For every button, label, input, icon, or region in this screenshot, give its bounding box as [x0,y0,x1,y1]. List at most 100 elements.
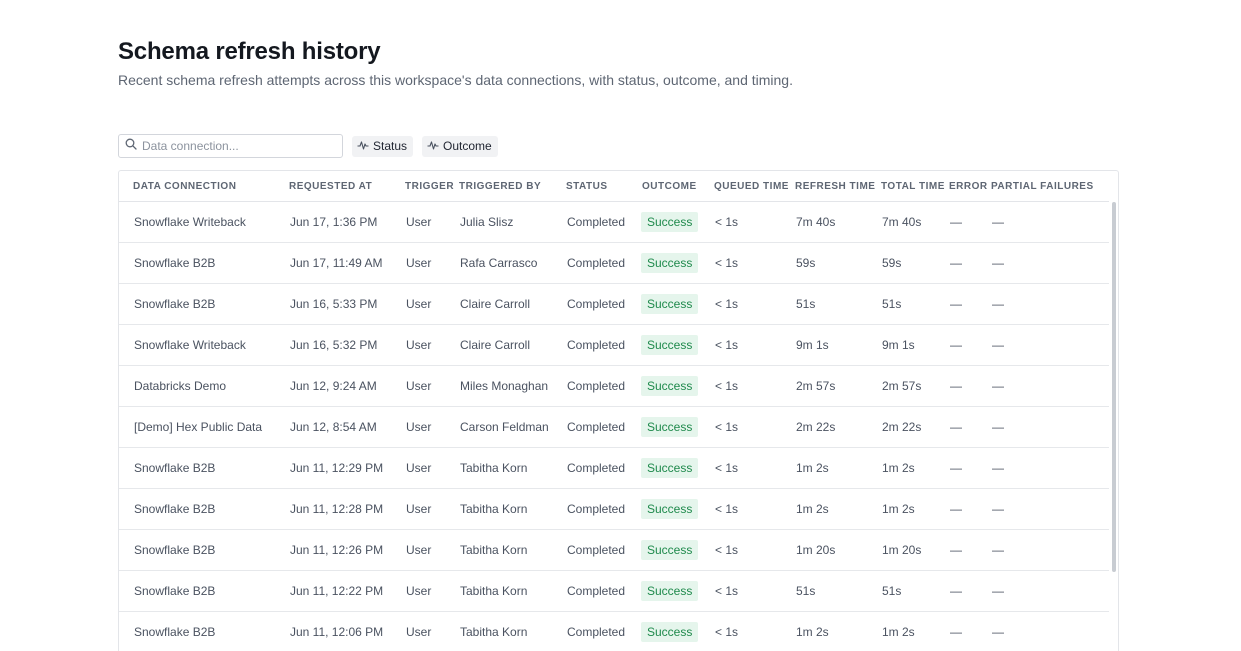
table-row[interactable]: Snowflake B2B Jun 17, 11:49 AM User Rafa Ca… [119,243,1109,284]
cell-triggered-by: Carson Feldman [460,420,549,434]
cell-triggered-by: Miles Monaghan [460,379,549,393]
cell-trigger: User [406,379,432,393]
cell-error: — [950,461,962,475]
cell-data-connection: Snowflake B2B [134,543,216,557]
cell-refresh-time: 1m 2s [796,625,829,639]
cell-partial-failures: — [992,543,1004,557]
table-row[interactable]: Snowflake B2B Jun 11, 12:06 PM User Tabitha… [119,612,1109,651]
cell-status: Completed [567,461,626,475]
cell-partial-failures: — [992,625,1004,639]
cell-status: Completed [567,379,626,393]
table-row[interactable]: Snowflake B2B Jun 11, 12:28 PM User Tabitha… [119,489,1109,530]
cell-refresh-time: 1m 20s [796,543,836,557]
outcome-filter-button[interactable]: Outcome [422,135,498,157]
cell-requested-at: Jun 11, 12:22 PM [290,584,384,598]
cell-refresh-time: 1m 2s [796,461,829,475]
cell-total-time: 2m 22s [882,420,922,434]
cell-queued-time: < 1s [715,215,739,229]
cell-trigger: User [406,420,432,434]
cell-requested-at: Jun 12, 8:54 AM [290,420,377,434]
cell-partial-failures: — [992,420,1004,434]
table-row[interactable]: Databricks Demo Jun 12, 9:24 AM User Miles … [119,366,1109,407]
outcome-badge: Success [641,417,699,437]
cell-error: — [950,420,962,434]
table-scrollbar[interactable] [1112,202,1116,572]
cell-requested-at: Jun 11, 12:26 PM [290,543,384,557]
cell-refresh-time: 9m 1s [796,338,829,352]
cell-requested-at: Jun 12, 9:24 AM [290,379,377,393]
cell-requested-at: Jun 17, 1:36 PM [290,215,378,229]
cell-error: — [950,379,962,393]
cell-total-time: 1m 2s [882,461,915,475]
cell-data-connection: [Demo] Hex Public Data [134,420,263,434]
table-row[interactable]: Snowflake Writeback Jun 16, 5:32 PM User Cl… [119,325,1109,366]
filter-bar: Status Outcome [118,134,498,158]
data-connection-search-input[interactable] [142,139,332,153]
cell-error: — [950,502,962,516]
column-header-partial-failures: PARTIAL FAILURES [991,181,1094,192]
column-header-data-connection: DATA CONNECTION [133,181,237,192]
cell-trigger: User [406,502,432,516]
cell-total-time: 2m 57s [882,379,922,393]
cell-trigger: User [406,543,432,557]
status-filter-button[interactable]: Status [352,135,414,157]
cell-requested-at: Jun 11, 12:28 PM [290,502,384,516]
cell-data-connection: Snowflake Writeback [134,338,246,352]
cell-triggered-by: Tabitha Korn [460,461,528,475]
cell-total-time: 59s [882,256,902,270]
cell-queued-time: < 1s [715,461,739,475]
page-title: Schema refresh history [118,38,381,65]
cell-refresh-time: 51s [796,584,816,598]
cell-refresh-time: 59s [796,256,816,270]
outcome-badge: Success [641,294,699,314]
pulse-icon [427,139,443,153]
cell-error: — [950,215,962,229]
cell-requested-at: Jun 17, 11:49 AM [290,256,383,270]
cell-queued-time: < 1s [715,584,739,598]
outcome-badge: Success [641,581,699,601]
table-header: DATA CONNECTION REQUESTED AT TRIGGER TRIGGE… [119,171,1109,202]
cell-status: Completed [567,297,626,311]
cell-total-time: 1m 20s [882,543,922,557]
cell-total-time: 51s [882,584,902,598]
cell-status: Completed [567,625,626,639]
cell-queued-time: < 1s [715,625,739,639]
outcome-badge: Success [641,253,699,273]
cell-partial-failures: — [992,461,1004,475]
cell-data-connection: Snowflake B2B [134,502,216,516]
cell-partial-failures: — [992,379,1004,393]
cell-trigger: User [406,215,432,229]
outcome-filter-label: Outcome [443,139,492,153]
cell-queued-time: < 1s [715,256,739,270]
column-header-refresh-time: REFRESH TIME [795,181,876,192]
cell-requested-at: Jun 11, 12:06 PM [290,625,384,639]
cell-triggered-by: Claire Carroll [460,297,531,311]
table-row[interactable]: Snowflake B2B Jun 11, 12:29 PM User Tabitha… [119,448,1109,489]
table-row[interactable]: Snowflake B2B Jun 11, 12:26 PM User Tabitha… [119,530,1109,571]
table-row[interactable]: Snowflake Writeback Jun 17, 1:36 PM User Ju… [119,202,1109,243]
cell-triggered-by: Tabitha Korn [460,543,528,557]
cell-status: Completed [567,543,626,557]
cell-status: Completed [567,502,626,516]
table-row[interactable]: Snowflake B2B Jun 16, 5:33 PM User Claire C… [119,284,1109,325]
cell-total-time: 1m 2s [882,502,915,516]
cell-error: — [950,256,962,270]
cell-total-time: 7m 40s [882,215,922,229]
cell-data-connection: Snowflake B2B [134,297,216,311]
cell-error: — [950,625,962,639]
table-row[interactable]: [Demo] Hex Public Data Jun 12, 8:54 AM Use… [119,407,1109,448]
cell-status: Completed [567,256,626,270]
column-header-trigger: TRIGGER [405,181,455,192]
cell-queued-time: < 1s [715,338,739,352]
cell-error: — [950,338,962,352]
cell-data-connection: Databricks Demo [134,379,227,393]
search-icon [125,137,137,155]
cell-requested-at: Jun 16, 5:33 PM [290,297,378,311]
cell-data-connection: Snowflake Writeback [134,215,246,229]
cell-queued-time: < 1s [715,543,739,557]
outcome-badge: Success [641,499,699,519]
cell-error: — [950,543,962,557]
cell-error: — [950,584,962,598]
table-row[interactable]: Snowflake B2B Jun 11, 12:22 PM User Tabitha… [119,571,1109,612]
search-box[interactable] [118,134,343,158]
